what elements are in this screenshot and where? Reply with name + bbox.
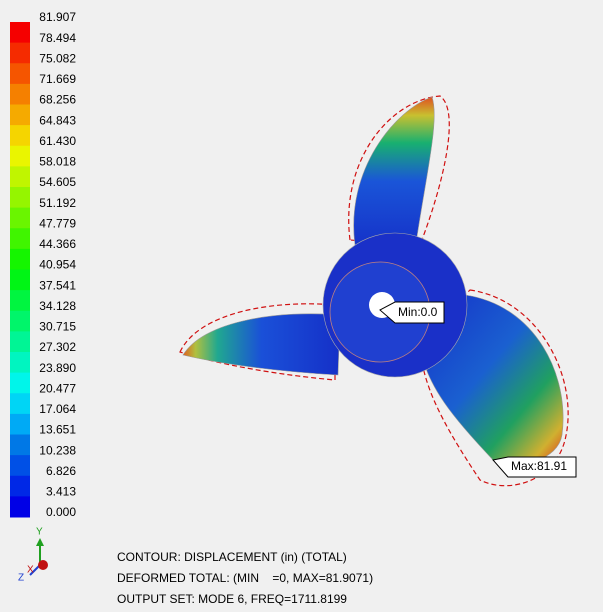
legend-band (10, 187, 30, 209)
legend-label: 3.413 (46, 485, 76, 499)
triad: Y Z X (18, 527, 48, 584)
legend-label: 30.715 (39, 320, 76, 334)
legend-label: 81.907 (39, 10, 76, 24)
legend-label: 37.541 (39, 278, 76, 292)
callout (492, 456, 577, 478)
legend-label: 20.477 (39, 381, 76, 395)
min-label: Min:0.0 (379, 301, 445, 324)
footer-line: OUTPUT SET: MODE 6, FREQ=1711.8199 (117, 592, 347, 606)
legend-band (10, 166, 30, 188)
z-label: Z (18, 573, 24, 584)
legend-band (10, 269, 30, 291)
legend-label: 51.192 (39, 196, 76, 210)
legend: 81.907 78.494 75.082 71.669 68.256 64.843 61.4… (10, 10, 76, 519)
legend-label: 75.082 (39, 51, 76, 65)
legend-label: 54.605 (39, 175, 76, 189)
legend-band (10, 475, 30, 497)
legend-band (10, 372, 30, 394)
legend-label: 64.843 (39, 113, 76, 127)
max-text: Max:81.91 (511, 459, 567, 473)
blade-top (353, 96, 435, 251)
legend-band (10, 125, 30, 147)
legend-band (10, 228, 30, 250)
legend-label: 40.954 (39, 258, 76, 272)
legend-label: 34.128 (39, 299, 76, 313)
legend-label: 10.238 (39, 443, 76, 457)
max-label: Max:81.91 (492, 456, 577, 478)
legend-band (10, 413, 30, 435)
legend-band (10, 310, 30, 332)
legend-band (10, 434, 30, 456)
legend-band (10, 393, 30, 415)
legend-label: 27.302 (39, 340, 76, 354)
x-axis (38, 560, 48, 570)
legend-band (10, 352, 30, 374)
legend-label: 17.064 (39, 402, 76, 416)
legend-band (10, 63, 30, 85)
legend-label: 0.000 (46, 505, 76, 519)
legend-band (10, 290, 30, 312)
legend-label: 47.779 (39, 216, 76, 230)
callout (379, 301, 445, 324)
legend-label: 78.494 (39, 31, 76, 45)
legend-band (10, 248, 30, 270)
blade-left (182, 313, 341, 376)
legend-label: 6.826 (46, 464, 76, 478)
legend-band (10, 104, 30, 126)
legend-band (10, 331, 30, 353)
legend-band (10, 455, 30, 477)
legend-band (10, 496, 30, 518)
y-label: Y (36, 527, 43, 538)
legend-label: 44.366 (39, 237, 76, 251)
footer-line: CONTOUR: DISPLACEMENT (in) (TOTAL) (117, 550, 347, 564)
propeller (179, 95, 569, 487)
legend-band (10, 145, 30, 167)
legend-band (10, 83, 30, 105)
legend-label: 23.890 (39, 361, 76, 375)
legend-label: 71.669 (39, 72, 76, 86)
footer-line: DEFORMED TOTAL: (MIN =0, MAX=81.9071) (117, 571, 373, 585)
legend-label: 13.651 (39, 423, 76, 437)
x-label: X (27, 565, 34, 576)
legend-band (10, 22, 30, 44)
legend-band (10, 42, 30, 64)
y-arrow (36, 538, 44, 546)
legend-label: 61.430 (39, 134, 76, 148)
legend-band (10, 207, 30, 229)
min-text: Min:0.0 (398, 305, 438, 319)
legend-label: 58.018 (39, 155, 76, 169)
legend-label: 68.256 (39, 93, 76, 107)
